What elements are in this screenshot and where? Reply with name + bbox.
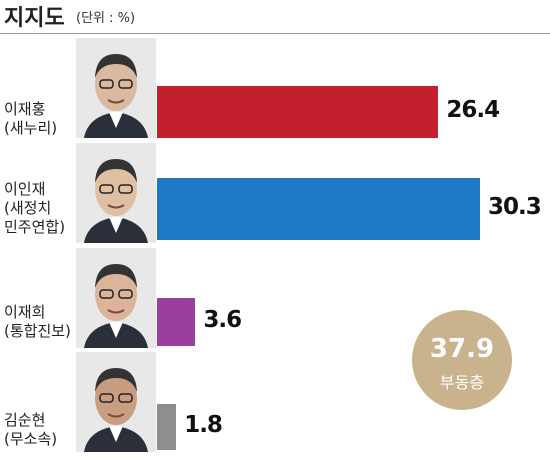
undecided-value: 37.9: [429, 334, 495, 364]
undecided-circle: [412, 310, 512, 410]
value-label: 26.4: [446, 97, 500, 123]
candidate-photo: [76, 38, 156, 138]
bar: [157, 86, 439, 138]
bar: [157, 178, 480, 240]
photo-art: [76, 248, 156, 348]
photo-art: [76, 38, 156, 138]
title-rule: [0, 33, 550, 34]
chart-title: 지지도: [4, 6, 65, 31]
candidate-photo: [76, 248, 156, 348]
photo-art: [76, 352, 156, 452]
value-label: 3.6: [203, 307, 242, 333]
category-label: 김순현 (무소속): [4, 411, 58, 448]
category-label: 이재홍 (새누리): [4, 100, 58, 137]
candidate-photo: [76, 352, 156, 452]
value-label: 30.3: [487, 194, 542, 220]
undecided-label: 부동층: [439, 373, 485, 392]
category-label: 이재희 (통합진보): [4, 303, 71, 340]
value-label: 1.8: [184, 412, 223, 438]
candidate-photo: [76, 143, 156, 243]
category-label: 이인재 (새정치 민주연합): [4, 180, 66, 236]
bar: [157, 298, 196, 346]
chart-subtitle: (단위 : %): [76, 11, 136, 26]
bar: [157, 404, 177, 450]
photo-art: [76, 143, 156, 243]
